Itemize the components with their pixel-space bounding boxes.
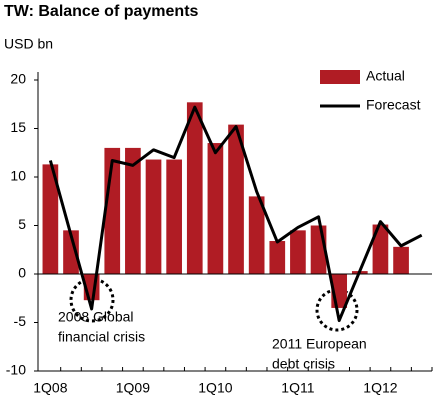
y-tick-label: 10 xyxy=(10,168,26,184)
bar xyxy=(393,246,409,274)
bar xyxy=(63,230,79,274)
annotation: 2008 Global xyxy=(58,309,134,325)
highlight-circle xyxy=(315,288,359,332)
legend-label: Forecast xyxy=(366,97,421,113)
bar xyxy=(166,159,182,274)
bar xyxy=(125,147,141,274)
x-tick-label: 1Q09 xyxy=(116,380,150,396)
x-tick-label: 1Q11 xyxy=(281,380,314,396)
bar xyxy=(186,102,203,274)
legend-label: Actual xyxy=(366,68,405,84)
bar xyxy=(248,196,265,274)
bar xyxy=(145,159,162,274)
annotation: debt crisis xyxy=(272,356,335,372)
annotation: 2011 European xyxy=(272,336,367,352)
x-tick-label: 1Q10 xyxy=(198,380,232,396)
x-tick-label: 1Q08 xyxy=(33,380,67,396)
bar xyxy=(290,230,306,274)
bar xyxy=(42,164,59,274)
chart-title: TW: Balance of payments xyxy=(4,3,199,20)
forecast-line xyxy=(48,105,423,323)
y-tick-label: 20 xyxy=(10,71,26,87)
bar xyxy=(269,241,286,274)
x-tick-label: 1Q12 xyxy=(363,380,397,396)
y-tick-label: 5 xyxy=(18,216,26,232)
bar xyxy=(228,124,244,275)
bar xyxy=(372,224,389,274)
annotation: financial crisis xyxy=(58,329,145,345)
bar xyxy=(207,143,224,274)
y-tick-label: -5 xyxy=(14,313,27,329)
y-tick-label: -10 xyxy=(6,362,26,378)
y-axis-label: USD bn xyxy=(4,36,53,52)
legend-swatch xyxy=(320,70,360,84)
y-tick-label: 15 xyxy=(10,119,26,135)
y-tick-label: 0 xyxy=(18,265,26,281)
